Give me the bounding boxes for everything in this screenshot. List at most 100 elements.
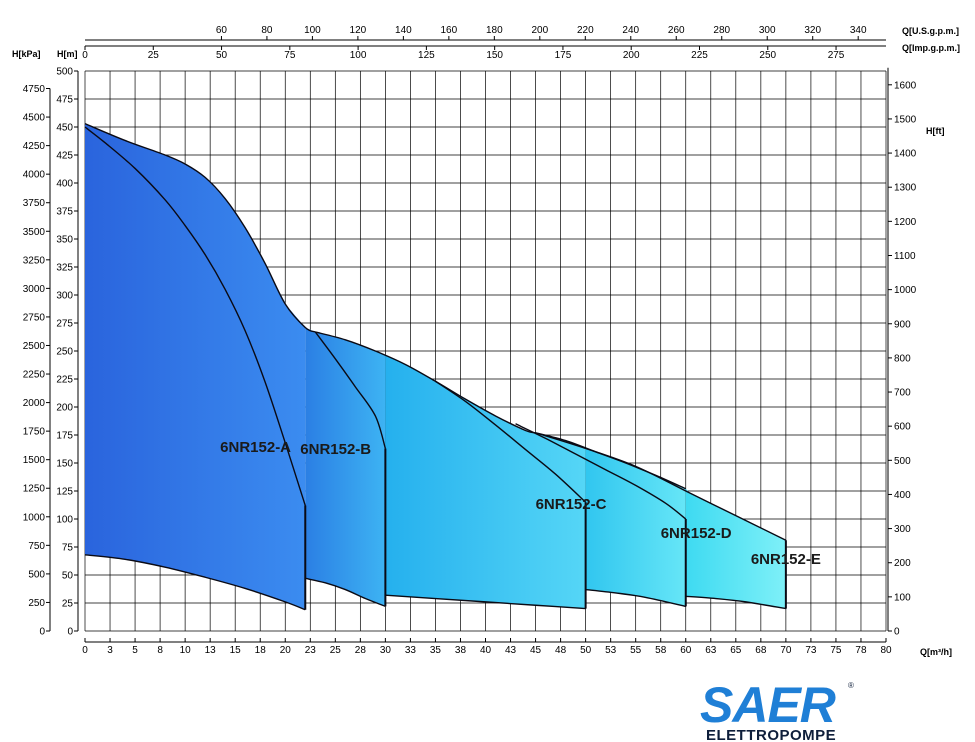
- right-ft-tick-label: 600: [894, 422, 911, 433]
- bottom-tick-label: 53: [605, 645, 617, 656]
- bottom-tick-label: 80: [880, 645, 892, 656]
- right-ft-tick-label: 1100: [894, 251, 916, 262]
- series-label-6nr152-a: 6NR152-A: [220, 439, 291, 456]
- left-kpa-tick-label: 4750: [23, 84, 46, 95]
- top-us-tick-label: 300: [759, 25, 776, 36]
- left-kpa-tick-label: 2500: [23, 341, 46, 352]
- bottom-tick-label: 50: [580, 645, 592, 656]
- series-areas: [85, 123, 786, 610]
- left-kpa-axis-label: H[kPa]: [12, 49, 41, 59]
- curve-lower-6nr152-b: [305, 577, 386, 608]
- curve-upper-6nr152-a: [84, 126, 306, 506]
- curve-upper-6nr152-b: [84, 122, 316, 333]
- curve-limit-6nr152-c: [435, 380, 587, 503]
- left-kpa-tick-label: 2250: [23, 370, 46, 381]
- left-m-tick-label: 400: [56, 179, 73, 190]
- left-m-tick-label: 450: [56, 123, 73, 134]
- curve-lower-6nr152-c: [385, 594, 586, 610]
- right-ft-tick-label: 500: [894, 456, 911, 467]
- axes: 0 3 5 8 10 13 15 18 20 23 25 28 30 33 35 38 40 43 45 48 50 53…: [12, 25, 960, 657]
- right-ft-tick-label: 1300: [894, 183, 917, 194]
- left-kpa-tick-label: 500: [28, 569, 45, 580]
- bottom-tick-label: 75: [830, 645, 842, 656]
- series-area-6nr152-e: [685, 488, 786, 609]
- bottom-tick-label: 10: [180, 645, 192, 656]
- bottom-tick-label: 35: [430, 645, 442, 656]
- series-area-6nr152-d: [585, 448, 686, 607]
- left-m-tick-label: 475: [56, 95, 73, 106]
- left-m-tick-label: 150: [56, 459, 73, 470]
- left-kpa-tick-label: 1750: [23, 427, 46, 438]
- bottom-tick-label: 45: [530, 645, 542, 656]
- top-us-tick-label: 60: [216, 25, 228, 36]
- top-imp-tick-label: 200: [623, 50, 640, 61]
- left-m-tick-label: 425: [56, 151, 73, 162]
- bottom-tick-label: 73: [805, 645, 817, 656]
- left-kpa-tick-label: 1500: [23, 455, 46, 466]
- bottom-tick-label: 3: [107, 645, 113, 656]
- top-imp-tick-label: 25: [148, 50, 160, 61]
- series-label-6nr152-b: 6NR152-B: [300, 441, 371, 458]
- right-ft-tick-label: 800: [894, 353, 911, 364]
- left-m-tick-label: 200: [56, 403, 73, 414]
- top-us-axis-label: Q[U.S.g.p.m.]: [902, 26, 959, 36]
- left-m-tick-label: 125: [56, 487, 73, 498]
- bottom-tick-label: 60: [680, 645, 692, 656]
- series-labels: 6NR152-A 6NR152-B 6NR152-C 6NR152-D 6NR152-E: [220, 439, 821, 568]
- left-kpa-tick-label: 4500: [23, 113, 46, 124]
- bottom-tick-label: 25: [330, 645, 342, 656]
- bottom-tick-label: 78: [855, 645, 867, 656]
- series-area-6nr152-b: [305, 327, 386, 607]
- left-m-tick-label: 25: [62, 599, 74, 610]
- curve-lower-6nr152-d: [585, 588, 686, 608]
- left-kpa-tick-label: 2750: [23, 312, 46, 323]
- top-us-tick-label: 180: [486, 25, 503, 36]
- left-m-tick-label: 250: [56, 347, 73, 358]
- series-area-6nr152-a: [85, 123, 306, 610]
- top-us-tick-label: 140: [395, 25, 412, 36]
- left-m-tick-label: 300: [56, 291, 73, 302]
- top-us-tick-label: 160: [441, 25, 458, 36]
- left-m-axis-label: H[m]: [57, 49, 78, 59]
- left-kpa-tick-label: 3250: [23, 255, 46, 266]
- top-imp-tick-label: 250: [759, 50, 776, 61]
- left-m-tick-label: 375: [56, 207, 73, 218]
- series-label-6nr152-c: 6NR152-C: [536, 496, 607, 513]
- top-imp-tick-label: 0: [82, 50, 88, 61]
- right-ft-tick-label: 900: [894, 319, 911, 330]
- series-label-6nr152-e: 6NR152-E: [751, 551, 821, 568]
- left-m-tick-label: 75: [62, 543, 74, 554]
- series-label-6nr152-d: 6NR152-D: [661, 525, 732, 542]
- left-m-tick-label: 275: [56, 319, 73, 330]
- bottom-tick-label: 20: [280, 645, 292, 656]
- top-us-tick-label: 80: [261, 25, 273, 36]
- right-ft-tick-label: 1600: [894, 80, 917, 91]
- top-imp-tick-label: 275: [828, 50, 845, 61]
- curve-limit-6nr152-b: [314, 331, 387, 449]
- series-area-6nr152-c: [385, 355, 586, 609]
- bottom-tick-label: 0: [82, 645, 88, 656]
- right-ft-axis-label: H[ft]: [926, 126, 945, 136]
- bottom-tick-label: 58: [655, 645, 667, 656]
- left-m-tick-label: 100: [56, 515, 73, 526]
- top-imp-axis-label: Q[Imp.g.p.m.]: [902, 43, 960, 53]
- bottom-tick-label: 8: [157, 645, 163, 656]
- top-imp-tick-label: 50: [216, 50, 228, 61]
- right-ft-tick-label: 1400: [894, 149, 917, 160]
- right-ft-tick-label: 1000: [894, 285, 917, 296]
- top-imp-tick-label: 100: [350, 50, 367, 61]
- bottom-tick-label: 38: [455, 645, 467, 656]
- top-imp-tick-label: 125: [418, 50, 435, 61]
- right-ft-tick-label: 0: [894, 627, 900, 638]
- top-us-tick-label: 100: [304, 25, 321, 36]
- curve-limit-6nr152-d: [515, 423, 687, 520]
- right-ft-tick-label: 100: [894, 592, 911, 603]
- left-kpa-tick-label: 0: [39, 627, 45, 638]
- bottom-tick-label: 63: [705, 645, 717, 656]
- left-kpa-tick-label: 1250: [23, 484, 46, 495]
- series-curves: [84, 122, 787, 611]
- right-ft-tick-label: 300: [894, 524, 911, 535]
- curve-lower-6nr152-e: [685, 595, 786, 610]
- curve-upper-6nr152-e: [535, 432, 787, 541]
